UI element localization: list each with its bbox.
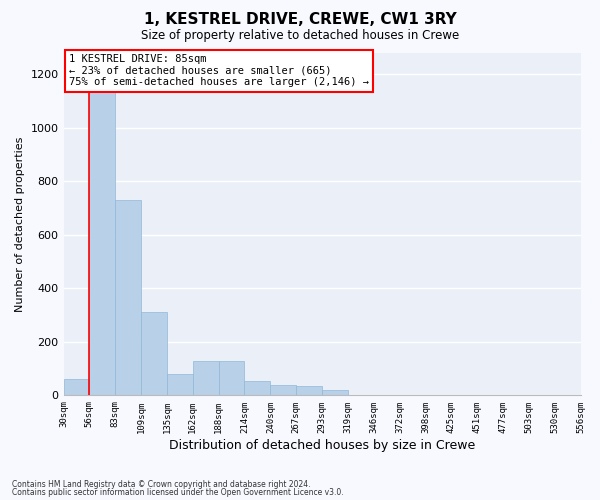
Text: 1 KESTREL DRIVE: 85sqm
← 23% of detached houses are smaller (665)
75% of semi-de: 1 KESTREL DRIVE: 85sqm ← 23% of detached… [69,54,369,88]
Bar [244,380,271,396]
Text: Contains HM Land Registry data © Crown copyright and database right 2024.: Contains HM Land Registry data © Crown c… [12,480,311,489]
Bar [115,200,141,396]
X-axis label: Distribution of detached houses by size in Crewe: Distribution of detached houses by size … [169,440,475,452]
Text: Size of property relative to detached houses in Crewe: Size of property relative to detached ho… [141,29,459,42]
Bar [271,384,296,396]
Text: 1, KESTREL DRIVE, CREWE, CW1 3RY: 1, KESTREL DRIVE, CREWE, CW1 3RY [143,12,457,28]
Bar [89,74,115,396]
Bar [296,386,322,396]
Bar [167,374,193,396]
Bar [193,360,218,396]
Bar [64,380,89,396]
Bar [141,312,167,396]
Bar [322,390,348,396]
Bar [218,360,244,396]
Text: Contains public sector information licensed under the Open Government Licence v3: Contains public sector information licen… [12,488,344,497]
Y-axis label: Number of detached properties: Number of detached properties [15,136,25,312]
